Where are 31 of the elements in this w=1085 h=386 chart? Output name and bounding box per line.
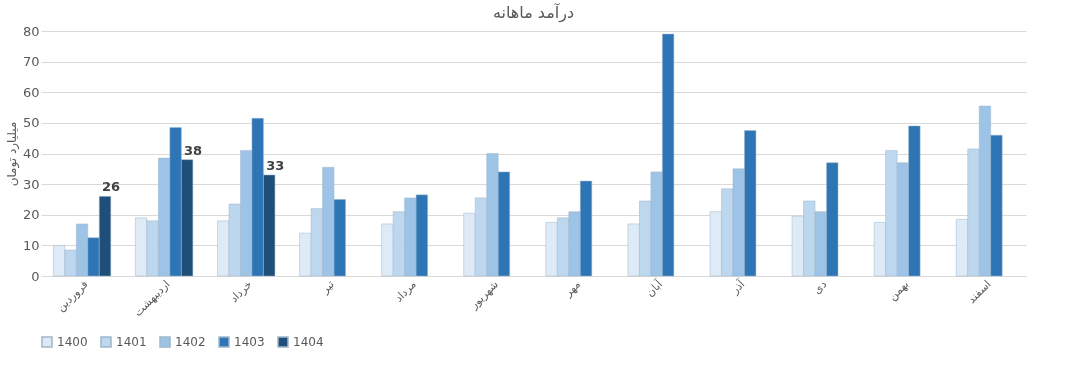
data-label: 26 <box>101 179 121 195</box>
y-tick-label: 50 <box>22 115 40 131</box>
x-tick-label: اردیبهشت <box>131 277 173 320</box>
x-tick-label: بهمن <box>885 277 912 304</box>
x-tick-label: دی <box>810 277 830 297</box>
legend-label: 1401 <box>116 335 147 349</box>
x-tick-label: شهریور <box>466 277 501 313</box>
legend-label: 1402 <box>175 335 206 349</box>
x-tick-label: مرداد <box>392 277 419 305</box>
x-tick-label: مهر <box>561 277 584 300</box>
y-tick-label: 20 <box>22 207 40 223</box>
y-tick-label: 30 <box>22 176 40 192</box>
y-tick-label: 60 <box>22 84 40 100</box>
x-tick-label: آذر <box>727 276 748 298</box>
legend-label: 1403 <box>234 335 265 349</box>
y-tick-label: 0 <box>31 268 40 284</box>
y-tick-label: 10 <box>22 237 40 253</box>
x-tick-label: تیر <box>318 277 337 297</box>
legend-label: 1404 <box>293 335 324 349</box>
x-tick-label: اسفند <box>965 277 994 307</box>
x-tick-label: فروردین <box>54 277 91 315</box>
data-label: 33 <box>266 157 285 173</box>
chart-title: درآمد ماهانه <box>492 3 575 23</box>
y-tick-label: 70 <box>22 54 40 70</box>
y-tick-label: 40 <box>22 146 40 161</box>
legend-label: 1400 <box>57 335 88 349</box>
data-label: 38 <box>184 142 203 158</box>
x-tick-label: خرداد <box>227 277 255 306</box>
x-tick-label: آبان <box>642 276 666 300</box>
y-tick-label: 80 <box>22 23 40 39</box>
y-axis-title: میلیارد تومان <box>4 121 20 187</box>
